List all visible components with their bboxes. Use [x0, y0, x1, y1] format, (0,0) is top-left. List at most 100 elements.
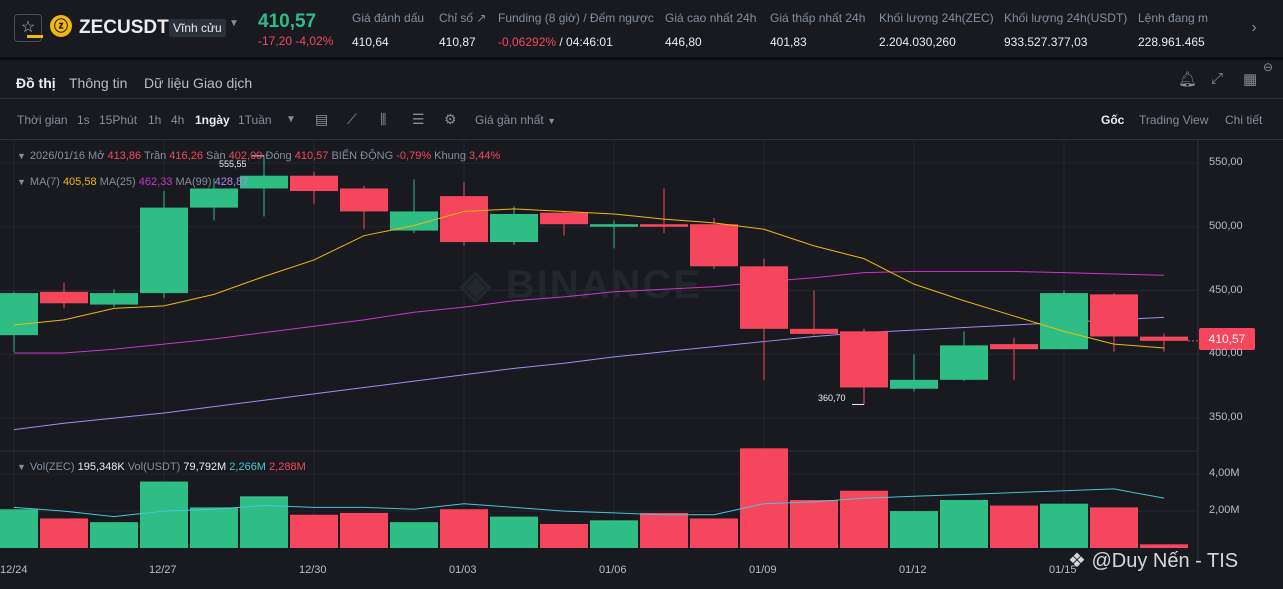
- divider: [0, 139, 1283, 140]
- view-original[interactable]: Gốc: [1101, 113, 1125, 127]
- ticker-header: ☆ ⓩ ZECUSDT Vĩnh cửu ▼ 410,57 -17,20 -4,…: [0, 0, 1283, 58]
- candle-body: [940, 345, 988, 380]
- x-tick-label: 12/27: [149, 564, 177, 576]
- scroll-right-chevron-icon[interactable]: ›: [1240, 14, 1268, 42]
- view-depth[interactable]: Chi tiết: [1225, 113, 1263, 127]
- volume-bar: [340, 512, 388, 548]
- symbol-dropdown-chevron-icon[interactable]: ▼: [229, 18, 239, 29]
- interval-15m[interactable]: 15Phút: [99, 113, 138, 127]
- tab-chart[interactable]: Đồ thị: [16, 75, 56, 91]
- volume-bar: [190, 507, 238, 548]
- volume-bar: [1090, 507, 1138, 548]
- candlestick-icon[interactable]: ⫼: [380, 111, 387, 127]
- volume-bar: [390, 522, 438, 548]
- x-tick-label: 12/24: [0, 564, 28, 576]
- interval-dropdown-icon[interactable]: ▼: [286, 114, 296, 125]
- candle-body: [0, 293, 38, 336]
- volume-bar: [640, 512, 688, 548]
- settings-icon[interactable]: ⚙: [444, 111, 457, 127]
- collapse-chevron-icon[interactable]: ▼: [17, 151, 26, 161]
- y-tick-label: 350,00: [1209, 411, 1243, 424]
- candle-body: [1040, 293, 1088, 350]
- candle-body: [490, 213, 538, 243]
- fullscreen-icon[interactable]: ⤢: [1211, 70, 1224, 87]
- candle-body: [690, 224, 738, 267]
- symbol-name[interactable]: ZECUSDT: [79, 17, 169, 38]
- stat-funding: Funding (8 giờ) / Đếm ngược -0,06292% / …: [498, 11, 654, 49]
- contract-type-badge: Vĩnh cửu: [169, 19, 226, 37]
- chevron-down-icon: ▼: [547, 116, 556, 126]
- calendar-icon[interactable]: ▤: [315, 111, 329, 127]
- volume-bar: [1140, 544, 1188, 548]
- last-price: 410,57: [258, 11, 317, 32]
- divider: [0, 98, 1283, 99]
- candle-body: [440, 196, 488, 243]
- candle-body: [740, 266, 788, 329]
- tab-info[interactable]: Thông tin: [69, 75, 128, 91]
- candle-body: [640, 224, 688, 227]
- view-tradingview[interactable]: Trading View: [1139, 113, 1209, 127]
- candle-body: [340, 188, 388, 212]
- candle-body: [840, 331, 888, 388]
- volume-bar: [1040, 503, 1088, 548]
- x-tick-label: 12/30: [299, 564, 327, 576]
- volume-bar: [890, 511, 938, 548]
- x-tick-label: 01/12: [899, 564, 927, 576]
- candle-body: [790, 328, 838, 334]
- line-chart-icon[interactable]: ⟋: [347, 111, 357, 127]
- tab-trading-data[interactable]: Dữ liệu Giao dịch: [144, 75, 253, 91]
- volume-bar: [740, 448, 788, 548]
- funding-rate: -0,06292%: [498, 35, 557, 49]
- favorite-star-icon[interactable]: ☆: [14, 14, 42, 42]
- x-tick-label: 01/03: [449, 564, 477, 576]
- collapse-chevron-icon[interactable]: ▼: [17, 177, 26, 187]
- volume-bar: [940, 500, 988, 548]
- volume-info: ▼ Vol(ZEC) 195,348K Vol(USDT) 79,792M 2,2…: [17, 461, 306, 473]
- interval-1w[interactable]: 1Tuần: [238, 113, 272, 127]
- volume-bar: [790, 500, 838, 548]
- x-tick-label: 01/06: [599, 564, 627, 576]
- interval-1s[interactable]: 1s: [77, 113, 90, 127]
- x-tick-label: 01/09: [749, 564, 777, 576]
- volume-bar: [840, 490, 888, 548]
- volume-tick-label: 4,00M: [1209, 467, 1240, 480]
- volume-bar: [140, 481, 188, 548]
- candle-body: [140, 207, 188, 294]
- price-mode-select[interactable]: Giá gần nhất ▼: [475, 113, 556, 127]
- candle-body: [290, 175, 338, 192]
- collapse-chevron-icon[interactable]: ▼: [17, 462, 26, 472]
- volume-bar: [490, 516, 538, 548]
- stat-index-price[interactable]: Chỉ số ↗ 410,87: [439, 11, 487, 49]
- ma-info: ▼ MA(7) 405,58 MA(25) 462,33 MA(99) 428,8…: [17, 176, 249, 188]
- stat-mark-price: Giá đánh dấu 410,64: [352, 11, 425, 49]
- current-price-tag: 410,57: [1199, 328, 1255, 350]
- candle-body: [890, 379, 938, 389]
- author-watermark: ❖ @Duy Nến - TIS: [1068, 550, 1239, 572]
- indicators-icon[interactable]: ☰: [412, 111, 425, 127]
- alert-bell-icon[interactable]: 🔔︎: [1178, 71, 1198, 88]
- stat-24h-volume-usdt: Khối lượng 24h(USDT) 933.527.377,03: [1004, 11, 1128, 49]
- interval-1d[interactable]: 1ngày: [195, 113, 230, 127]
- stat-open-interest: Lệnh đang m 228.961.465: [1138, 11, 1208, 49]
- stat-24h-low: Giá thấp nhất 24h 401,83: [770, 11, 866, 49]
- candle-body: [240, 175, 288, 189]
- interval-1h[interactable]: 1h: [148, 113, 162, 127]
- funding-countdown: / 04:46:01: [556, 35, 613, 49]
- ma25-line: [14, 270, 1165, 354]
- y-tick-label: 500,00: [1209, 219, 1243, 232]
- volume-bar: [40, 518, 88, 548]
- y-tick-label: 550,00: [1209, 155, 1243, 168]
- y-tick-label: 450,00: [1209, 283, 1243, 296]
- volume-ma-line: [13, 488, 1165, 518]
- collapse-icon[interactable]: ⊖: [1263, 60, 1274, 74]
- volume-bar: [240, 496, 288, 548]
- candle-body: [40, 291, 88, 304]
- candle-body: [390, 211, 438, 231]
- low-marker-label: 360,70: [818, 393, 846, 403]
- layout-grid-icon[interactable]: ▦: [1243, 71, 1258, 88]
- volume-bar: [690, 518, 738, 548]
- zec-coin-icon: ⓩ: [50, 15, 72, 37]
- y-tick-label: 400,00: [1209, 347, 1243, 360]
- interval-4h[interactable]: 4h: [171, 113, 185, 127]
